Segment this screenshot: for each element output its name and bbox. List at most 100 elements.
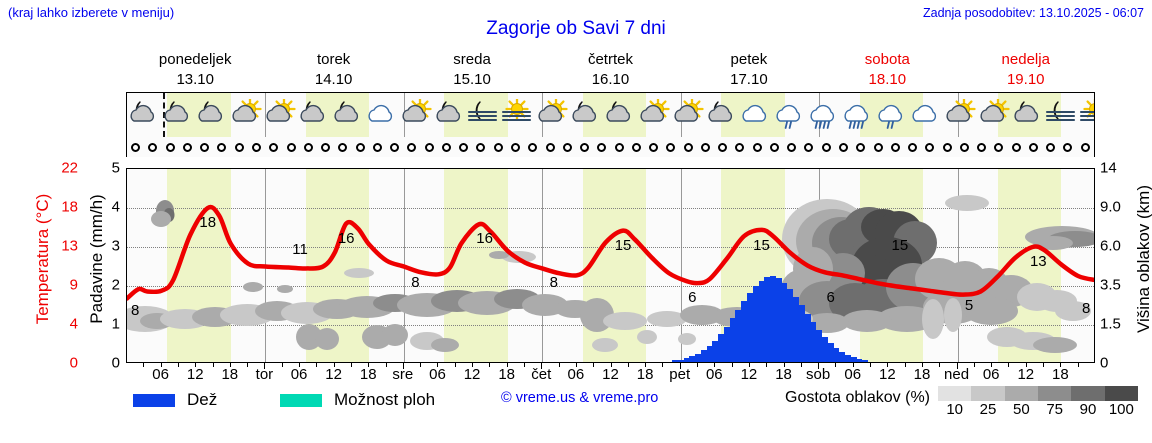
hour-marker (938, 142, 955, 152)
cloud-density-step (971, 386, 1005, 401)
x-tick (316, 363, 318, 367)
hour-marker (869, 142, 886, 152)
day-header-1: ponedeljek 13.10 (126, 50, 264, 92)
x-tick (333, 363, 335, 367)
x-tick (610, 363, 612, 367)
x-tick (160, 363, 162, 367)
cloud-icon (909, 93, 943, 137)
cloud-blob (315, 328, 339, 350)
x-tick (973, 363, 975, 367)
weather-icon-row (127, 93, 1094, 137)
x-axis-label: 18 (498, 366, 516, 383)
day-header-7: nedelja 19.10 (957, 50, 1095, 92)
precipitation-bar (695, 353, 701, 362)
x-tick (921, 363, 923, 367)
sun-cloud-icon (943, 93, 977, 137)
hour-marker-dot (390, 142, 400, 152)
cloud-blob (592, 338, 618, 352)
precipitation-bar (816, 330, 823, 362)
hour-marker (576, 142, 593, 152)
temp-tick-2: 13 (61, 237, 78, 255)
temperature-value-label: 15 (891, 237, 909, 255)
hour-marker (714, 142, 731, 152)
precipitation-bar (747, 293, 753, 362)
x-axis-label: 12 (325, 366, 342, 383)
cloud-density-step (1071, 386, 1105, 401)
moon-fog-icon (467, 93, 501, 137)
day-date: 19.10 (1006, 71, 1045, 88)
day-name: četrtek (587, 51, 633, 68)
x-tick (662, 363, 664, 367)
temperature-value-label: 8 (131, 301, 140, 319)
day-name: petek (730, 51, 768, 68)
hour-marker-dot (286, 142, 296, 152)
x-tick (679, 363, 681, 369)
x-axis-label: 06 (429, 366, 446, 383)
sun-cloud-icon (637, 93, 671, 137)
hour-marker-dot (614, 142, 624, 152)
cloud-blob (1055, 301, 1091, 321)
hour-marker-dot (804, 142, 814, 152)
hour-marker-dot (234, 142, 244, 152)
header-divider (126, 92, 1095, 93)
hour-marker-dot (251, 142, 261, 152)
cloud-density-step (1037, 386, 1072, 401)
cloud-blob (344, 268, 374, 278)
hour-marker (887, 142, 904, 152)
precipitation-axis-ticks: 5 4 3 2 1 0 (98, 0, 120, 443)
hour-marker (973, 142, 990, 152)
hour-marker-dot (942, 142, 952, 152)
precipitation-bar (741, 301, 748, 362)
temperature-value-label: 16 (337, 229, 355, 247)
temperature-line (127, 204, 1094, 301)
precipitation-bar (862, 360, 869, 362)
hour-marker (990, 142, 1007, 152)
cloud-density-scale-labels: 10 25 50 75 90 100 (938, 401, 1138, 419)
cloud-density-tick: 10 (946, 401, 963, 418)
hour-marker (645, 142, 662, 152)
hour-marker (265, 142, 282, 152)
cloud-tick-3: 3.5 (1100, 276, 1121, 294)
sun-fog-icon (501, 93, 535, 137)
x-tick (212, 363, 214, 367)
x-tick (783, 363, 785, 367)
hour-marker-dot (338, 142, 348, 152)
hour-marker-dot (683, 142, 693, 152)
day-header-6: sobota 18.10 (818, 50, 956, 92)
hour-marker (956, 142, 973, 152)
cloud-rain-icon (773, 93, 807, 137)
precip-tick-2: 3 (111, 237, 120, 255)
precipitation-bar (798, 304, 805, 362)
x-axis-label: 12 (879, 366, 896, 383)
hour-marker (593, 142, 610, 152)
x-tick (627, 363, 629, 367)
hour-marker (852, 142, 869, 152)
cloud-blob (680, 305, 724, 325)
hour-marker-dot (476, 142, 486, 152)
precipitation-bar (775, 278, 782, 362)
x-tick (939, 363, 941, 367)
hour-marker-dot (700, 142, 710, 152)
hour-marker-dot (407, 142, 417, 152)
cloud-density-svg (127, 195, 1094, 353)
hour-marker-dot (666, 142, 676, 152)
hour-marker (662, 142, 679, 152)
precipitation-bar (781, 282, 788, 362)
day-name: nedelja (1001, 51, 1050, 68)
plot-area: 8 18 11 16 8 16 8 15 6 15 6 15 5 13 8 (126, 168, 1095, 363)
hour-marker-dot (459, 142, 469, 152)
hour-marker-row (127, 137, 1094, 157)
x-tick (1008, 363, 1010, 367)
precipitation-bar (700, 350, 707, 362)
temperature-value-label: 8 (1082, 299, 1091, 317)
cloud-tick-5: 0 (1100, 354, 1109, 372)
x-tick (835, 363, 837, 367)
precipitation-bar (833, 348, 840, 362)
x-tick (991, 363, 993, 367)
legend-label-rain: Dež (187, 390, 218, 409)
sun-cloud-icon (535, 93, 569, 137)
daylight-band (444, 169, 508, 362)
precipitation-bar (764, 277, 771, 362)
hour-marker (472, 142, 489, 152)
cloud-density-tick: 100 (1108, 401, 1134, 418)
